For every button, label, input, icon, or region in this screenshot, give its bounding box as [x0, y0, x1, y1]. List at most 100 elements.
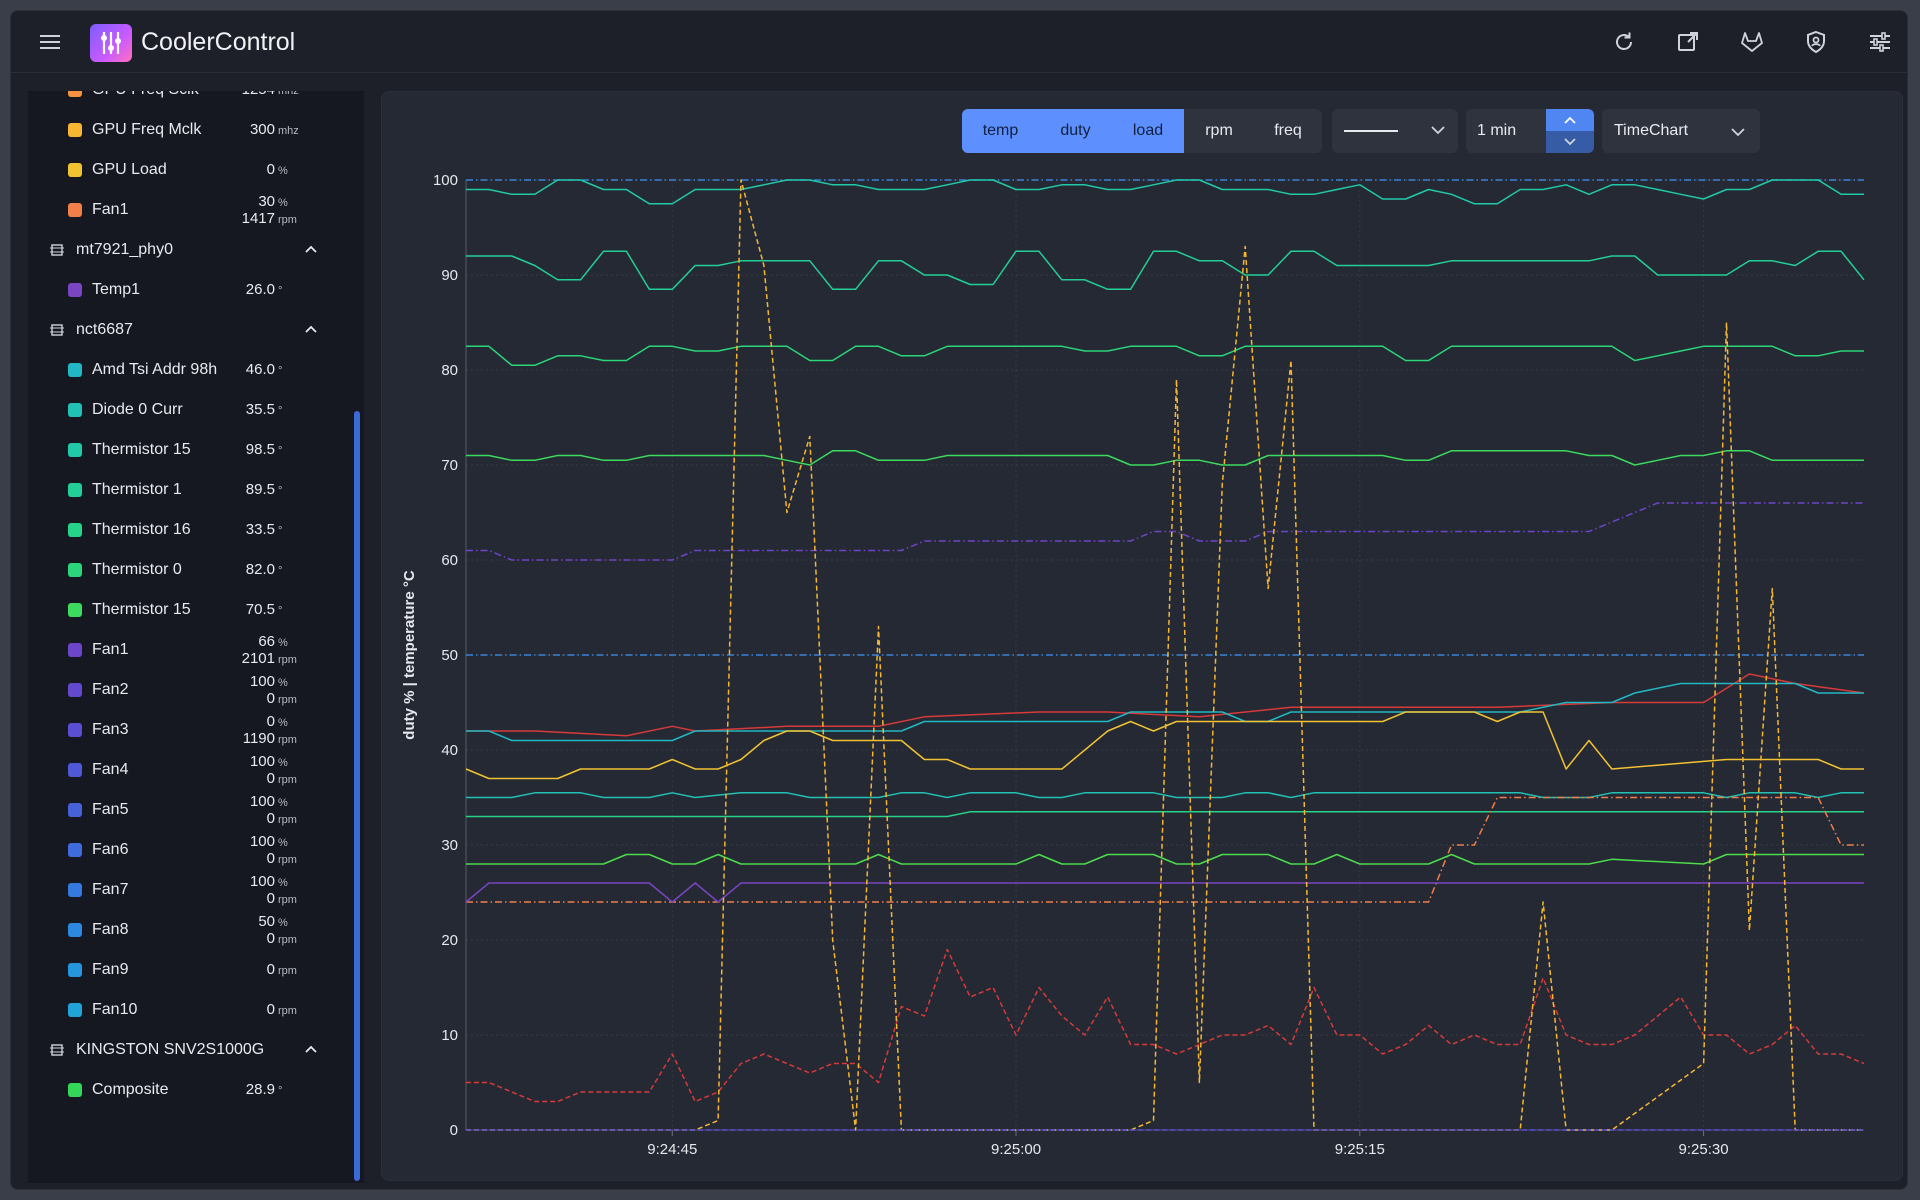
- channel-value: 70.5 °: [245, 601, 283, 618]
- channel-label: Temp1: [92, 281, 141, 298]
- y-tick-label: 10: [441, 1027, 458, 1044]
- hamburger-menu-icon[interactable]: [37, 29, 63, 55]
- sensor-channel-row[interactable]: Thermistor 1 89.5 °: [28, 472, 348, 508]
- sensor-channel-row[interactable]: Amd Tsi Addr 98h 46.0 °: [28, 352, 348, 388]
- sensor-channel-row[interactable]: Fan1 30% 1417 rpm: [28, 192, 348, 228]
- channel-color-swatch[interactable]: [68, 283, 82, 297]
- chart-type-dropdown[interactable]: TimeChart: [1602, 109, 1760, 153]
- channel-value-secondary: 1417 rpm: [241, 210, 297, 227]
- channel-value: 33.5 °: [245, 521, 283, 538]
- channel-value-primary: 100%: [249, 673, 288, 690]
- sensor-channel-row[interactable]: Fan8 50% 0 rpm: [28, 912, 348, 948]
- channel-value: 35.5 °: [245, 401, 283, 418]
- channel-label: Fan7: [92, 881, 129, 898]
- channel-color-swatch[interactable]: [68, 363, 82, 377]
- y-tick-label: 50: [441, 647, 458, 664]
- channel-color-swatch[interactable]: [68, 203, 82, 217]
- channel-color-swatch[interactable]: [68, 963, 82, 977]
- sidebar-scrollbar[interactable]: [354, 411, 360, 1181]
- series-line-6: [466, 502, 1864, 561]
- series-line-12: [466, 796, 1864, 903]
- filter-temp[interactable]: temp: [962, 109, 1039, 153]
- sensor-channel-row[interactable]: Fan10 0 rpm: [28, 992, 348, 1028]
- shield-icon[interactable]: [1803, 29, 1829, 55]
- channel-color-swatch[interactable]: [68, 643, 82, 657]
- channel-color-swatch[interactable]: [68, 563, 82, 577]
- time-range-increment[interactable]: [1546, 109, 1594, 131]
- series-line-3: [466, 250, 1865, 291]
- series-line-8: [466, 682, 1864, 742]
- sensor-channel-row[interactable]: GPU Freq Mclk 300 mhz: [28, 112, 348, 148]
- sensor-channel-row[interactable]: Diode 0 Curr 35.5 °: [28, 392, 348, 428]
- device-header[interactable]: nct6687: [28, 312, 348, 348]
- channel-color-swatch[interactable]: [68, 163, 82, 177]
- y-tick-label: 40: [441, 742, 458, 759]
- y-axis-label: duty % | temperature °C: [401, 570, 418, 740]
- series-line-7: [466, 673, 1865, 737]
- channel-label: Fan9: [92, 961, 129, 978]
- channel-color-swatch[interactable]: [68, 443, 82, 457]
- channel-color-swatch[interactable]: [68, 843, 82, 857]
- y-tick-label: 100: [433, 172, 458, 189]
- channel-color-swatch[interactable]: [68, 123, 82, 137]
- gitlab-icon[interactable]: [1739, 29, 1765, 55]
- open-external-icon[interactable]: [1675, 29, 1701, 55]
- channel-value-primary: 66%: [258, 633, 288, 650]
- sensor-channel-row[interactable]: GPU Freq Sclk 1254mhz: [28, 91, 348, 108]
- channel-label: Thermistor 1: [92, 481, 182, 498]
- sensor-channel-row[interactable]: Thermistor 16 33.5 °: [28, 512, 348, 548]
- device-header[interactable]: KINGSTON SNV2S1000G: [28, 1032, 348, 1068]
- time-chart[interactable]: 0 10 20 30 40 50 60 70 80 90 100 9:24:45 9:25:00 9:25…: [382, 92, 1902, 1180]
- channel-color-swatch[interactable]: [68, 883, 82, 897]
- sensor-channel-row[interactable]: Composite 28.9 °: [28, 1072, 348, 1108]
- sensor-channel-row[interactable]: Fan5 100% 0 rpm: [28, 792, 348, 828]
- channel-color-swatch[interactable]: [68, 523, 82, 537]
- channel-value-secondary: 0 rpm: [266, 810, 297, 827]
- channel-color-swatch[interactable]: [68, 723, 82, 737]
- refresh-icon[interactable]: [1611, 29, 1637, 55]
- filter-rpm[interactable]: rpm: [1184, 109, 1254, 153]
- sensor-channel-row[interactable]: Thermistor 0 82.0 °: [28, 552, 348, 588]
- channel-value-secondary: 2101 rpm: [241, 650, 297, 667]
- channel-color-swatch[interactable]: [68, 1083, 82, 1097]
- line-style-dropdown[interactable]: [1332, 109, 1458, 153]
- channel-color-swatch[interactable]: [68, 923, 82, 937]
- channel-color-swatch[interactable]: [68, 803, 82, 817]
- channel-color-swatch[interactable]: [68, 763, 82, 777]
- sensor-channel-row[interactable]: GPU Load 0%: [28, 152, 348, 188]
- channel-color-swatch[interactable]: [68, 683, 82, 697]
- channel-value: 0 rpm: [266, 1001, 297, 1018]
- channel-color-swatch[interactable]: [68, 603, 82, 617]
- channel-value: 1254mhz: [242, 91, 299, 98]
- channel-color-swatch[interactable]: [68, 483, 82, 497]
- sensor-channel-row[interactable]: Fan2 100% 0 rpm: [28, 672, 348, 708]
- filter-duty[interactable]: duty: [1039, 109, 1112, 153]
- filter-freq[interactable]: freq: [1254, 109, 1322, 153]
- sensor-channel-row[interactable]: Fan9 0 rpm: [28, 952, 348, 988]
- sensor-channel-row[interactable]: Thermistor 15 98.5 °: [28, 432, 348, 468]
- channel-color-swatch[interactable]: [68, 1003, 82, 1017]
- sensor-channel-row[interactable]: Fan1 66% 2101 rpm: [28, 632, 348, 668]
- sensor-channel-row[interactable]: Fan7 100% 0 rpm: [28, 872, 348, 908]
- sensor-channel-row[interactable]: Fan6 100% 0 rpm: [28, 832, 348, 868]
- chevron-up-icon: [1564, 116, 1576, 124]
- sensor-channel-row[interactable]: Fan3 0% 1190 rpm: [28, 712, 348, 748]
- sensor-channel-row[interactable]: Temp1 26.0 °: [28, 272, 348, 308]
- settings-sliders-icon[interactable]: [1867, 29, 1893, 55]
- channel-value: 26.0 °: [245, 281, 283, 298]
- sensor-channel-row[interactable]: Fan4 100% 0 rpm: [28, 752, 348, 788]
- sensor-channel-row[interactable]: Thermistor 15 70.5 °: [28, 592, 348, 628]
- chevron-up-icon[interactable]: [304, 244, 318, 254]
- chevron-up-icon[interactable]: [304, 324, 318, 334]
- chevron-up-icon[interactable]: [304, 1044, 318, 1054]
- channel-color-swatch[interactable]: [68, 403, 82, 417]
- device-header[interactable]: mt7921_phy0: [28, 232, 348, 268]
- channel-value: 98.5 °: [245, 441, 283, 458]
- filter-load[interactable]: load: [1112, 109, 1184, 153]
- time-range-stepper[interactable]: 1 min: [1466, 109, 1594, 153]
- channel-color-swatch[interactable]: [68, 91, 82, 97]
- channel-label: Fan10: [92, 1001, 138, 1018]
- series-line-2: [466, 179, 1864, 205]
- time-range-decrement[interactable]: [1546, 131, 1594, 153]
